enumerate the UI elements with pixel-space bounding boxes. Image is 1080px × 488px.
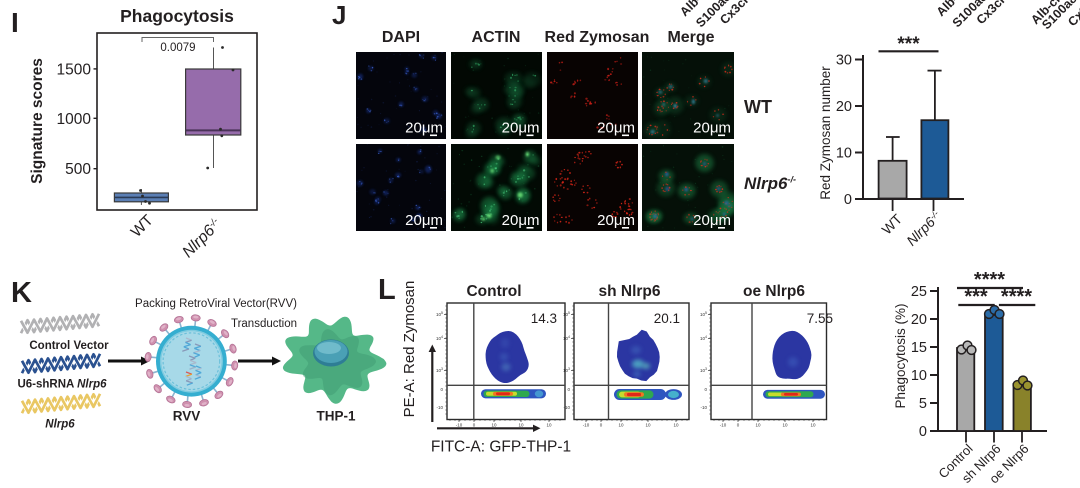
svg-text:Control: Control: [466, 283, 521, 300]
svg-text:Nlrp6-/-: Nlrp6-/-: [903, 208, 944, 249]
svg-text:10: 10: [673, 423, 679, 428]
svg-text:3: 3: [441, 367, 443, 371]
svg-text:5: 5: [568, 311, 570, 315]
svg-text:10: 10: [700, 312, 706, 317]
svg-text:1500: 1500: [57, 61, 92, 78]
svg-text:Control Vector: Control Vector: [29, 340, 109, 352]
svg-text:30: 30: [836, 53, 852, 69]
svg-text:25: 25: [911, 284, 927, 300]
svg-text:U6-shRNA Nlrp6: U6-shRNA Nlrp6: [17, 379, 107, 391]
svg-text:15: 15: [911, 340, 927, 356]
svg-text:10: 10: [563, 368, 569, 373]
svg-text:20μm: 20μm: [405, 212, 443, 229]
svg-text:0: 0: [737, 423, 740, 428]
svg-text:-10: -10: [720, 423, 727, 428]
svg-text:20μm: 20μm: [693, 120, 731, 137]
svg-text:0: 0: [844, 192, 852, 208]
svg-text:20.1: 20.1: [654, 311, 680, 326]
svg-text:10: 10: [700, 368, 706, 373]
svg-text:5: 5: [705, 311, 707, 315]
svg-text:0: 0: [440, 387, 443, 392]
svg-text:10: 10: [436, 368, 442, 373]
svg-text:10: 10: [810, 423, 816, 428]
svg-text:K: K: [11, 277, 32, 309]
svg-text:-10: -10: [700, 405, 707, 410]
svg-text:10: 10: [755, 423, 761, 428]
svg-text:20μm: 20μm: [597, 212, 635, 229]
svg-text:RVV: RVV: [173, 409, 201, 424]
svg-text:-10: -10: [436, 405, 443, 410]
svg-text:4: 4: [441, 335, 443, 339]
svg-text:Phagocytosis: Phagocytosis: [120, 6, 234, 26]
svg-text:***: ***: [897, 34, 920, 55]
svg-text:0: 0: [473, 423, 476, 428]
svg-text:10: 10: [645, 423, 651, 428]
svg-text:sh Nlrp6: sh Nlrp6: [598, 283, 660, 300]
svg-text:20μm: 20μm: [597, 120, 635, 137]
svg-text:10: 10: [491, 423, 497, 428]
svg-text:THP-1: THP-1: [316, 409, 355, 424]
svg-text:10: 10: [700, 336, 706, 341]
svg-text:4: 4: [705, 335, 707, 339]
svg-text:20μm: 20μm: [501, 212, 539, 229]
svg-text:0: 0: [600, 423, 603, 428]
svg-text:20μm: 20μm: [405, 120, 443, 137]
svg-text:14.3: 14.3: [531, 311, 557, 326]
svg-text:3: 3: [705, 367, 707, 371]
svg-text:0: 0: [704, 387, 707, 392]
svg-text:I: I: [11, 7, 19, 38]
svg-text:Phagocytosis (%): Phagocytosis (%): [893, 303, 908, 408]
svg-text:10: 10: [911, 368, 927, 384]
svg-text:-10: -10: [583, 423, 590, 428]
svg-text:3: 3: [568, 367, 570, 371]
svg-text:L: L: [378, 274, 396, 306]
svg-text:10: 10: [563, 312, 569, 317]
svg-text:Nlrp6: Nlrp6: [45, 419, 75, 431]
svg-text:5: 5: [919, 396, 927, 412]
svg-text:Transduction: Transduction: [231, 318, 297, 330]
svg-text:1000: 1000: [57, 111, 92, 128]
svg-text:20μm: 20μm: [693, 212, 731, 229]
svg-text:10: 10: [836, 146, 852, 162]
svg-text:Signature scores: Signature scores: [29, 58, 46, 184]
svg-text:7.55: 7.55: [807, 311, 833, 326]
svg-text:10: 10: [618, 423, 624, 428]
svg-text:10: 10: [518, 423, 524, 428]
svg-text:20: 20: [911, 312, 927, 328]
svg-text:FITC-A: GFP-THP-1: FITC-A: GFP-THP-1: [431, 439, 571, 456]
svg-text:WT: WT: [128, 211, 157, 240]
svg-text:10: 10: [436, 312, 442, 317]
svg-text:Packing RetroViral Vector(RVV): Packing RetroViral Vector(RVV): [135, 298, 297, 310]
svg-text:20: 20: [836, 99, 852, 115]
svg-text:WT: WT: [878, 210, 905, 237]
svg-text:500: 500: [65, 161, 91, 178]
svg-text:-10: -10: [563, 405, 570, 410]
svg-text:PE-A: Red Zymosan: PE-A: Red Zymosan: [401, 281, 418, 418]
svg-text:5: 5: [441, 311, 443, 315]
svg-text:-10: -10: [456, 423, 463, 428]
svg-text:10: 10: [436, 336, 442, 341]
svg-text:***: ***: [964, 286, 988, 308]
svg-text:oe Nlrp6: oe Nlrp6: [743, 283, 805, 300]
svg-text:****: ****: [974, 269, 1005, 291]
svg-text:0.0079: 0.0079: [160, 42, 195, 54]
svg-text:10: 10: [782, 423, 788, 428]
svg-text:10: 10: [546, 423, 552, 428]
svg-text:4: 4: [568, 335, 570, 339]
svg-text:0: 0: [919, 424, 927, 440]
svg-text:****: ****: [1001, 286, 1032, 308]
svg-text:20μm: 20μm: [501, 120, 539, 137]
svg-text:0: 0: [567, 387, 570, 392]
svg-text:10: 10: [563, 336, 569, 341]
svg-text:Red Zymosan number: Red Zymosan number: [818, 66, 833, 200]
